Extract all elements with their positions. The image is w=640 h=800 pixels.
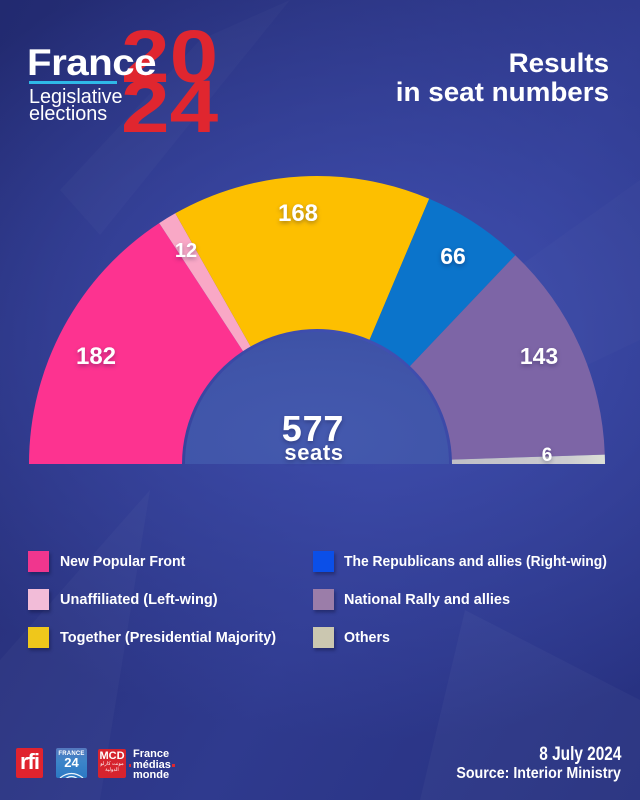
svg-text:182: 182 — [76, 343, 116, 370]
svg-text:143: 143 — [520, 343, 558, 369]
svg-text:168: 168 — [278, 200, 318, 227]
svg-text:12: 12 — [175, 240, 197, 262]
svg-text:577: 577 — [282, 408, 344, 449]
svg-text:66: 66 — [440, 243, 466, 269]
svg-text:seats: seats — [284, 440, 343, 465]
svg-text:6: 6 — [542, 445, 553, 466]
